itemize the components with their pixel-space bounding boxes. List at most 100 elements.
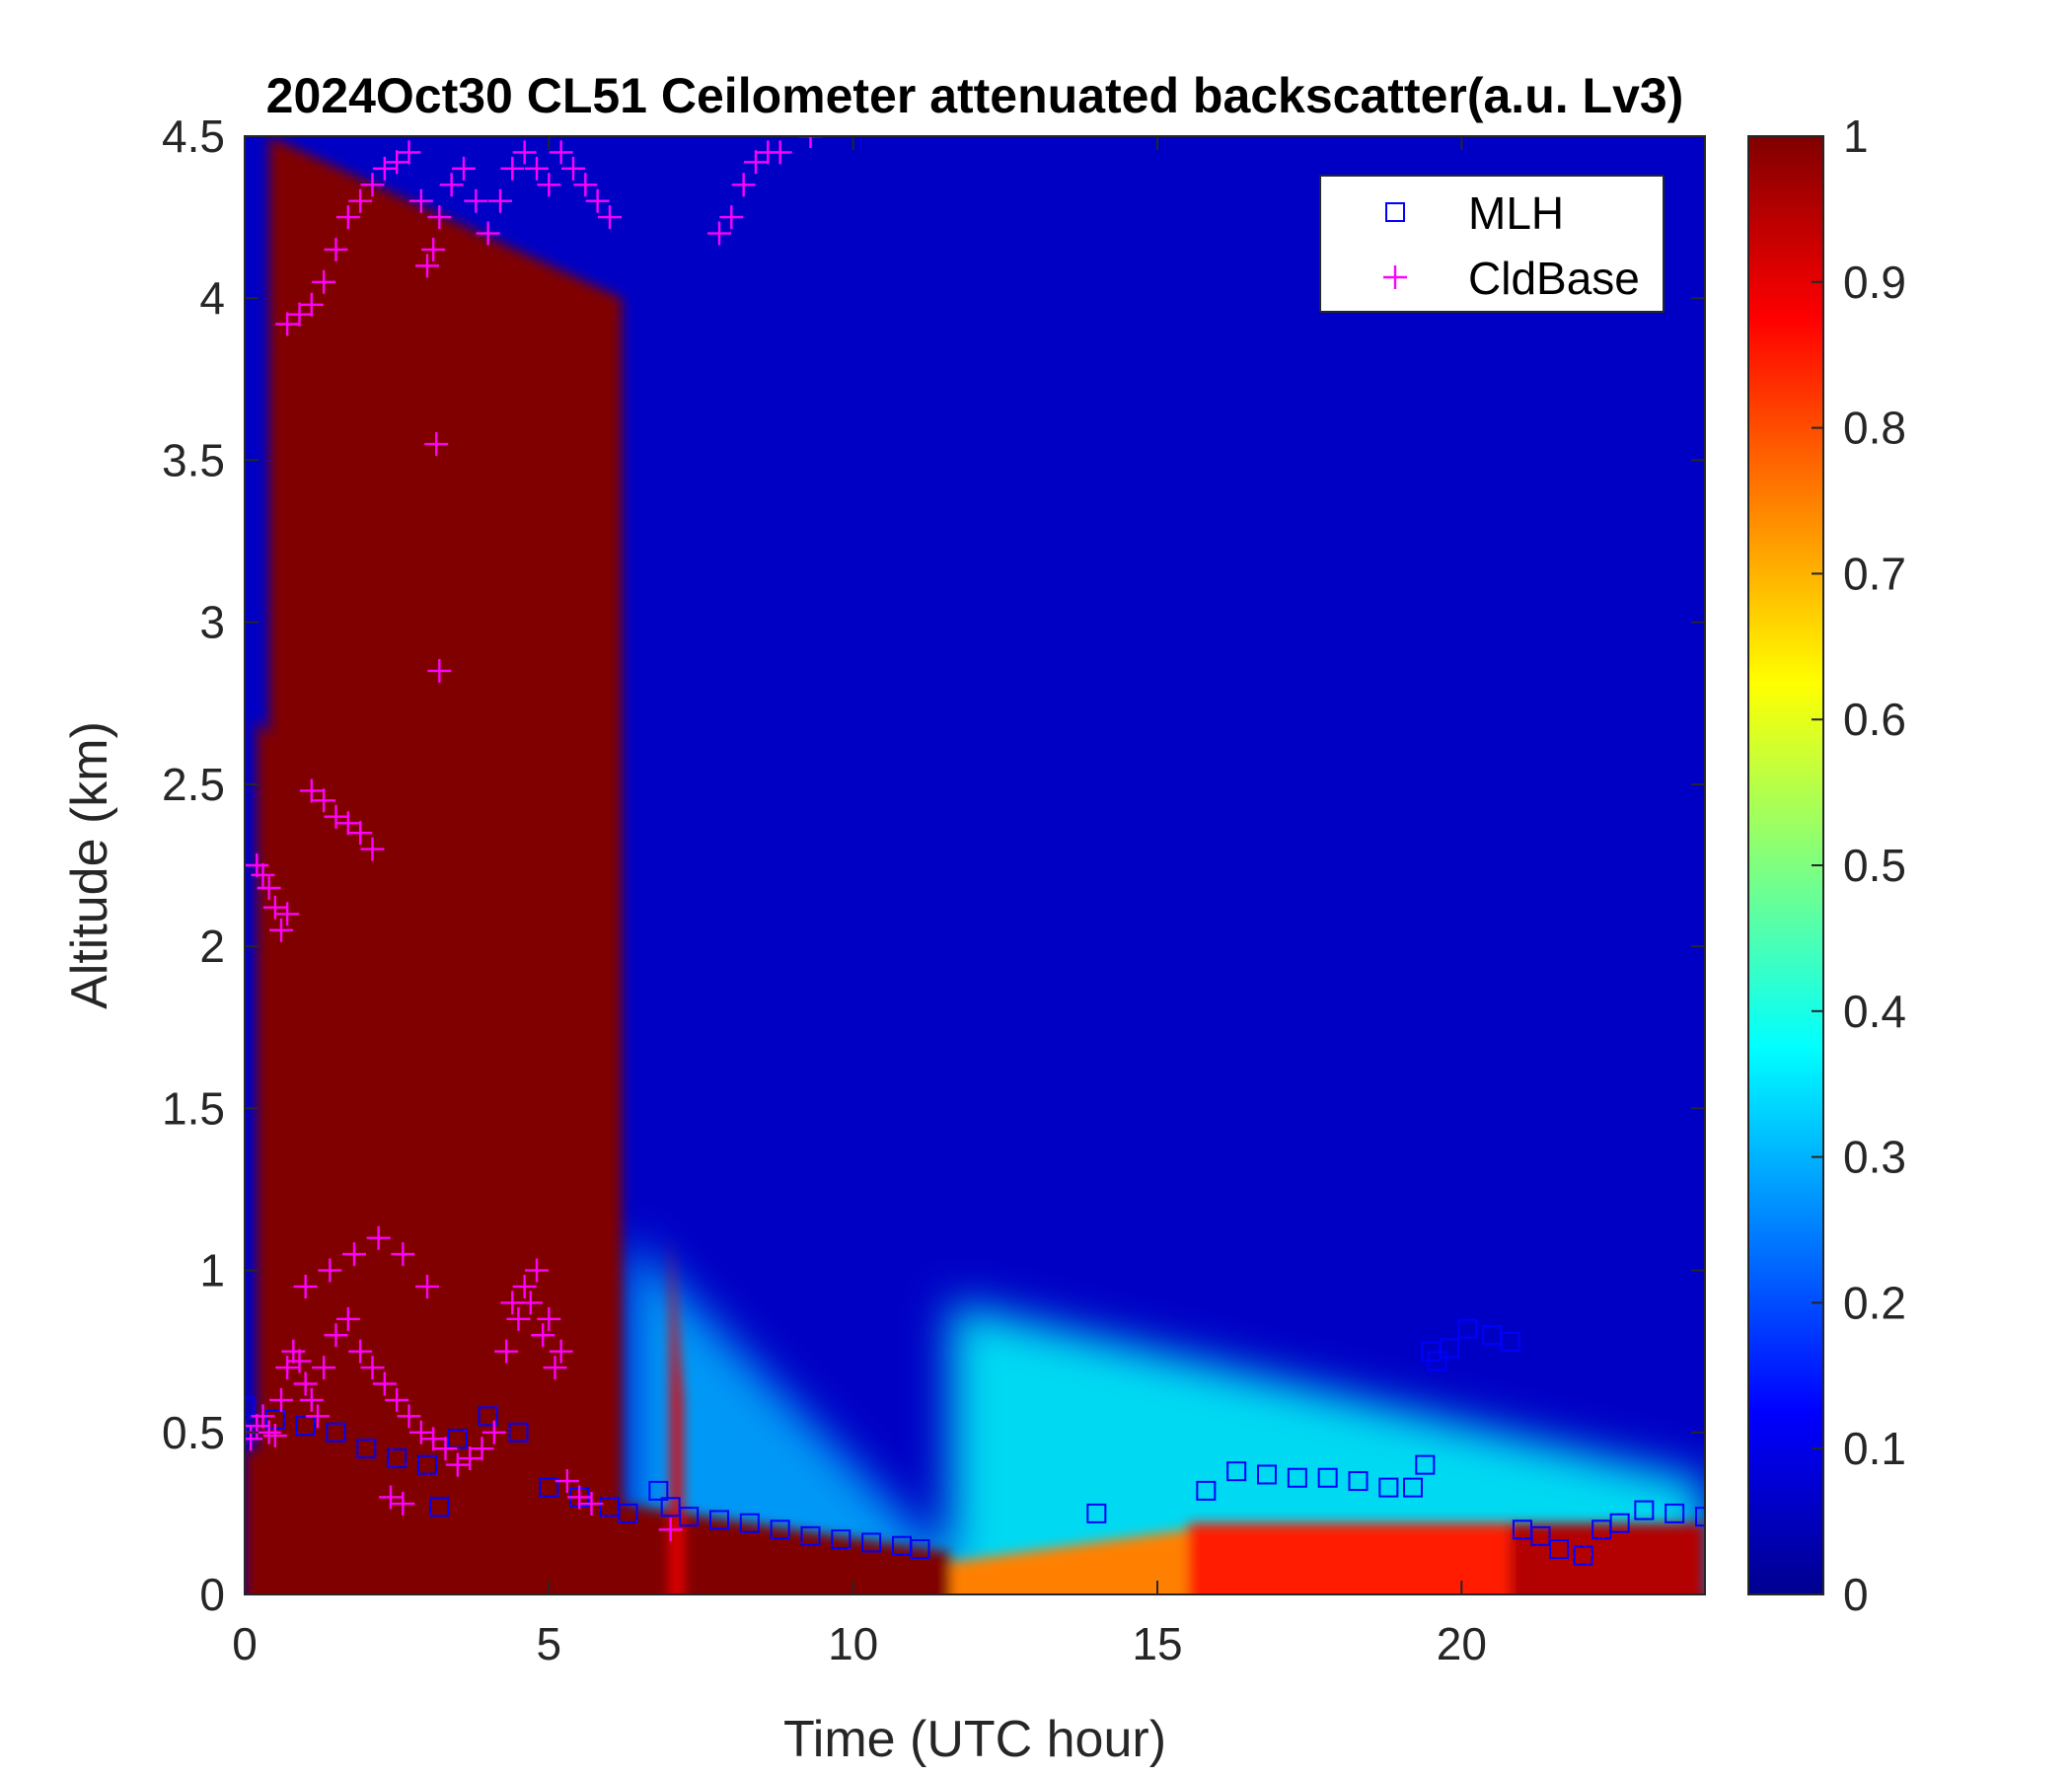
cldbase-point [360,1356,385,1380]
cldbase-point [433,1437,458,1461]
y-tick-label: 3.5 [162,434,225,485]
cldbase-point [719,205,744,230]
mlh-point [1634,1500,1655,1520]
cldbase-point [372,156,397,181]
mlh-point [1695,1507,1705,1527]
mlh-point [1378,1477,1399,1498]
cldbase-point [293,1274,318,1298]
mlh-point [910,1539,930,1560]
cldbase-point [287,1349,312,1373]
mlh-point [539,1477,559,1498]
cldbase-point [555,1469,579,1494]
mlh-point [1500,1331,1520,1352]
legend-mlh-marker [1385,202,1405,222]
cldbase-point [348,188,373,213]
mlh-point [1196,1480,1217,1501]
y-tick-label: 0 [199,1569,225,1620]
y-tick-label: 4.5 [162,111,225,162]
cldbase-point [262,895,287,920]
cldbase-point [598,205,622,230]
cldbase-point [427,658,452,683]
mlh-point [1317,1467,1338,1488]
mlh-point [387,1448,407,1469]
y-tick-label: 1 [199,1245,225,1296]
cldbase-point [439,173,464,197]
heatmap-image [245,136,1705,1594]
cldbase-point [408,188,433,213]
cldbase-point [415,1274,439,1298]
x-axis-label: Time (UTC hour) [783,1711,1166,1768]
cldbase-point [245,1427,263,1451]
cldbase-point [537,1306,561,1331]
mlh-point [295,1416,316,1437]
mlh-point [1257,1464,1277,1485]
cldbase-point [506,1306,531,1331]
legend-cldbase-marker [1383,265,1407,289]
mlh-point [1609,1513,1630,1533]
cldbase-point [269,1387,293,1412]
cldbase-point [335,1306,360,1331]
mlh-point [800,1525,821,1546]
cldbase-point [312,269,336,294]
mlh-point [417,1454,437,1475]
y-tick-label: 2 [199,921,225,972]
heatmap-area [245,136,1705,1594]
mlh-point [429,1497,450,1517]
mlh-point [831,1529,851,1550]
cldbase-point [476,221,500,246]
cldbase-point [658,1517,683,1542]
cldbase-point [452,156,476,181]
mlh-point [1226,1461,1247,1482]
colorbar-tick-label: 0.8 [1843,403,1906,454]
mlh-point [478,1406,498,1427]
legend-mlh-label: MLH [1468,187,1564,239]
cldbase-point [731,173,756,197]
cldbase-point [257,875,281,900]
colorbar-tick-label: 0.9 [1843,257,1906,308]
cldbase-point [385,1387,409,1412]
cldbase-point [245,1414,269,1439]
heatmap-region [1510,1522,1705,1594]
mlh-point [447,1429,468,1449]
colorbar-tick-label: 0.3 [1843,1132,1906,1183]
cldbase-point [579,1492,604,1517]
cldbase-point [312,788,336,813]
cldbase-point [768,140,792,165]
cldbase-point [585,188,610,213]
mlh-point [1530,1525,1551,1546]
colorbar-tick-label: 1 [1843,111,1869,162]
colorbar-tick-label: 0 [1843,1569,1869,1620]
y-tick-label: 3 [199,597,225,648]
cldbase-point [470,1437,494,1461]
colorbar-tick-label: 0.2 [1843,1277,1906,1328]
heatmap-region [257,719,385,1594]
cldbase-point [707,221,731,246]
cldbase-point [458,1446,482,1471]
mlh-point [1287,1467,1307,1488]
cldbase-point [275,1356,300,1380]
y-axis: 0 0.5 1 1.5 2 2.5 3 3.5 4 4.5 [162,111,1705,1620]
heatmap-region [950,1529,1188,1594]
mlh-point [1573,1545,1593,1566]
cldbase-point [421,237,446,261]
mlh-point [679,1507,700,1527]
cldbase-point [525,156,549,181]
cldbase-point [525,1258,549,1283]
cldbase-point [348,821,373,846]
cldbase-point [257,1420,281,1444]
cldbase-point [427,205,452,230]
mlh-point [356,1439,377,1459]
cldbase-point [415,254,439,278]
cldbase-point [573,173,598,197]
x-tick-label: 10 [828,1618,878,1669]
x-tick-label: 15 [1132,1618,1182,1669]
cldbase-point [531,1323,555,1348]
cldbase-point [385,150,409,175]
cldbase-point [567,1485,592,1510]
cldbase-point [372,1371,397,1396]
mlh-point [648,1480,669,1501]
legend: MLH CldBase [1319,175,1665,313]
cldbase-point [312,1356,336,1380]
cldbase-point [445,1452,470,1477]
cldbase-point [512,1274,537,1298]
